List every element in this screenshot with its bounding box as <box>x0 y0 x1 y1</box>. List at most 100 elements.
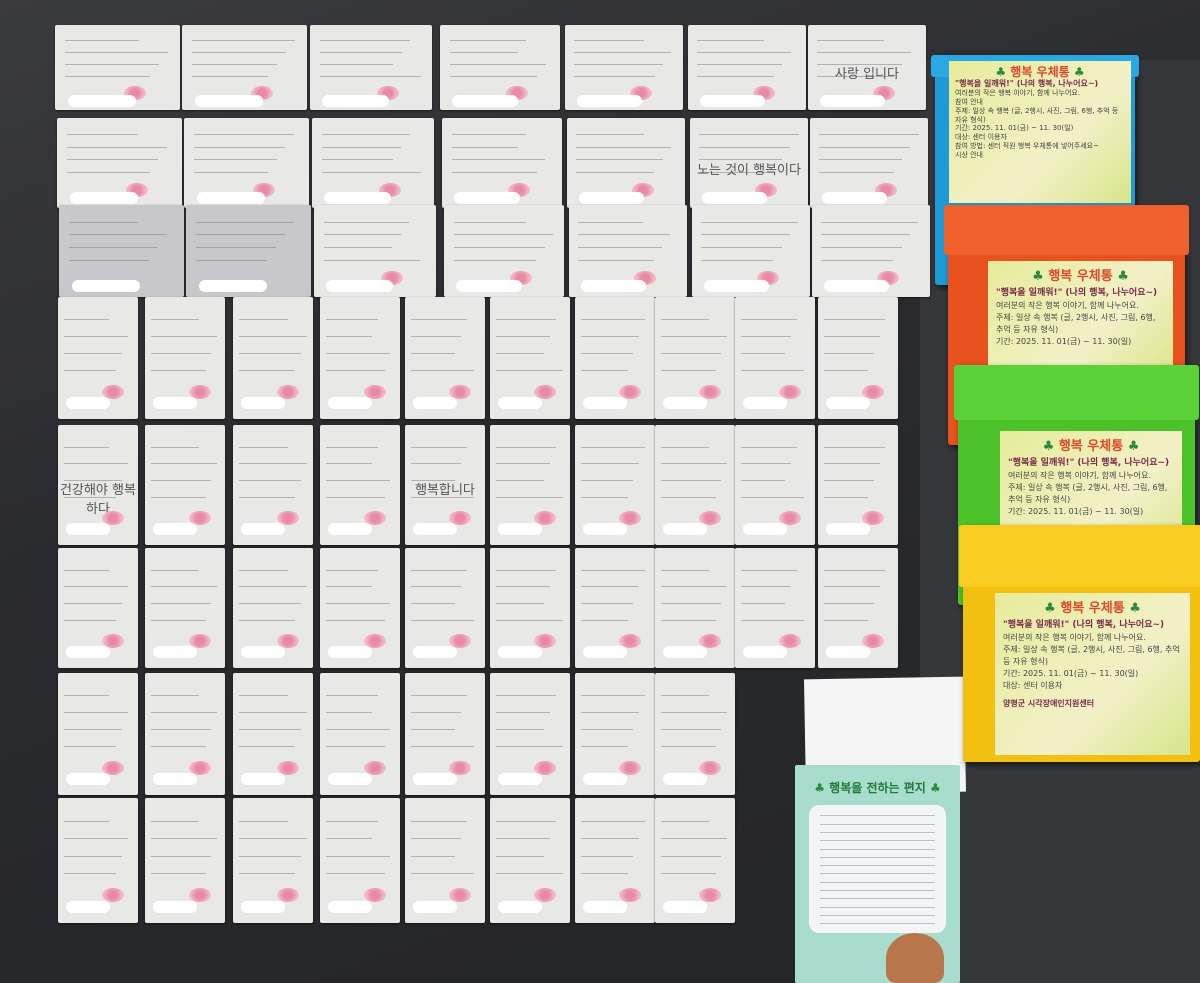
handwriting <box>697 40 764 42</box>
handwriting <box>326 820 378 822</box>
handwriting <box>496 336 550 338</box>
handwriting <box>326 712 372 714</box>
handwriting <box>496 586 550 588</box>
handwriting <box>581 480 634 482</box>
mailbox-label: ♣ 행복 우체통 ♣ "행복을 일깨워!" (나의 행복, 나누어요~) 여러분… <box>995 593 1190 755</box>
handwriting <box>581 746 628 748</box>
mailbox-line: 참여 안내 <box>955 98 983 107</box>
handwriting <box>819 134 919 136</box>
handwriting <box>453 260 537 262</box>
flower-illustration <box>699 384 721 399</box>
mailbox-intro: 여러분의 작은 행복 이야기, 함께 나누어요. <box>996 301 1139 310</box>
handwritten-card <box>818 425 898 545</box>
redaction-mark <box>663 646 707 659</box>
handwritten-card <box>490 425 570 545</box>
handwriting <box>661 694 709 696</box>
handwriting <box>64 446 110 448</box>
handwriting <box>192 40 295 42</box>
letter-line <box>819 881 936 883</box>
handwriting <box>411 586 461 588</box>
handwriting <box>496 446 556 448</box>
handwriting <box>192 76 269 77</box>
handwriting <box>824 370 869 372</box>
flower-illustration <box>449 634 471 649</box>
redaction-mark <box>699 94 765 107</box>
handwriting <box>64 370 117 372</box>
handwritten-card <box>812 205 930 297</box>
handwriting <box>661 370 716 372</box>
handwriting <box>319 64 393 66</box>
redaction-mark <box>413 900 457 913</box>
handwriting <box>69 234 167 236</box>
redaction-mark <box>241 397 285 410</box>
handwriting <box>817 40 884 42</box>
handwriting <box>699 146 791 148</box>
handwriting <box>581 855 634 857</box>
handwriting <box>661 603 722 605</box>
handwriting <box>661 820 709 822</box>
letter-line <box>819 823 936 825</box>
handwriting <box>661 855 722 857</box>
handwritten-card <box>58 798 138 923</box>
handwriting <box>496 463 550 465</box>
handwritten-card <box>145 798 225 923</box>
redaction-mark <box>241 900 285 913</box>
clover-icon: ♣ <box>995 65 1007 79</box>
handwriting <box>194 172 268 173</box>
handwritten-card <box>818 548 898 668</box>
mailbox-intro: 여러분의 작은 행복 이야기, 함께 나누어요. <box>1008 471 1151 480</box>
redaction-mark <box>413 397 457 410</box>
handwriting <box>699 134 799 136</box>
handwriting <box>326 480 391 482</box>
redaction-mark <box>456 280 522 293</box>
handwriting <box>824 497 869 498</box>
handwriting <box>239 353 301 355</box>
handwriting <box>151 480 212 482</box>
handwriting <box>824 463 880 465</box>
flower-illustration <box>534 888 556 902</box>
letter-line <box>819 865 936 867</box>
redaction-mark <box>452 94 518 107</box>
handwritten-card <box>565 25 683 110</box>
clover-icon: ♣ <box>1129 601 1141 616</box>
mailbox-line: 기간: 2025. 11. 01(금) ~ 11. 30(일) <box>955 124 1074 133</box>
handwriting <box>821 247 902 249</box>
handwriting <box>64 873 117 874</box>
redaction-mark <box>701 191 767 204</box>
handwriting <box>151 446 199 448</box>
letter-line <box>819 856 936 858</box>
flower-illustration <box>364 888 386 902</box>
mailbox-lid <box>954 365 1199 420</box>
handwritten-card <box>735 425 815 545</box>
handwriting <box>411 569 467 571</box>
redaction-mark <box>823 280 889 293</box>
handwriting <box>239 712 307 714</box>
mailbox-line: 참여 방법: 센터 직원 행복 우체통에 넣어주세요~ <box>955 141 1099 150</box>
handwriting <box>239 480 301 482</box>
handwriting <box>581 497 628 498</box>
flower-illustration <box>364 634 386 649</box>
handwriting <box>496 729 545 731</box>
flower-illustration <box>277 634 299 649</box>
handwriting <box>661 497 716 498</box>
redaction-mark <box>583 646 627 659</box>
handwriting <box>151 746 206 748</box>
handwriting <box>741 603 786 605</box>
handwriting <box>151 603 212 605</box>
handwriting <box>239 586 307 588</box>
handwriting <box>453 234 554 236</box>
handwriting <box>578 234 671 236</box>
handwriting <box>496 353 545 355</box>
handwriting <box>64 463 128 465</box>
mailbox-slogan: "행복을 일깨워!" (나의 행복, 나누어요~) <box>1003 619 1165 630</box>
handwriting <box>411 855 456 857</box>
handwriting <box>449 76 538 77</box>
handwriting <box>821 221 919 223</box>
handwriting <box>64 712 128 714</box>
handwriting <box>64 820 110 822</box>
letter-line <box>819 848 936 850</box>
handwriting <box>581 729 634 731</box>
handwriting <box>151 586 217 588</box>
flower-illustration <box>779 511 801 526</box>
handwriting <box>581 620 628 621</box>
